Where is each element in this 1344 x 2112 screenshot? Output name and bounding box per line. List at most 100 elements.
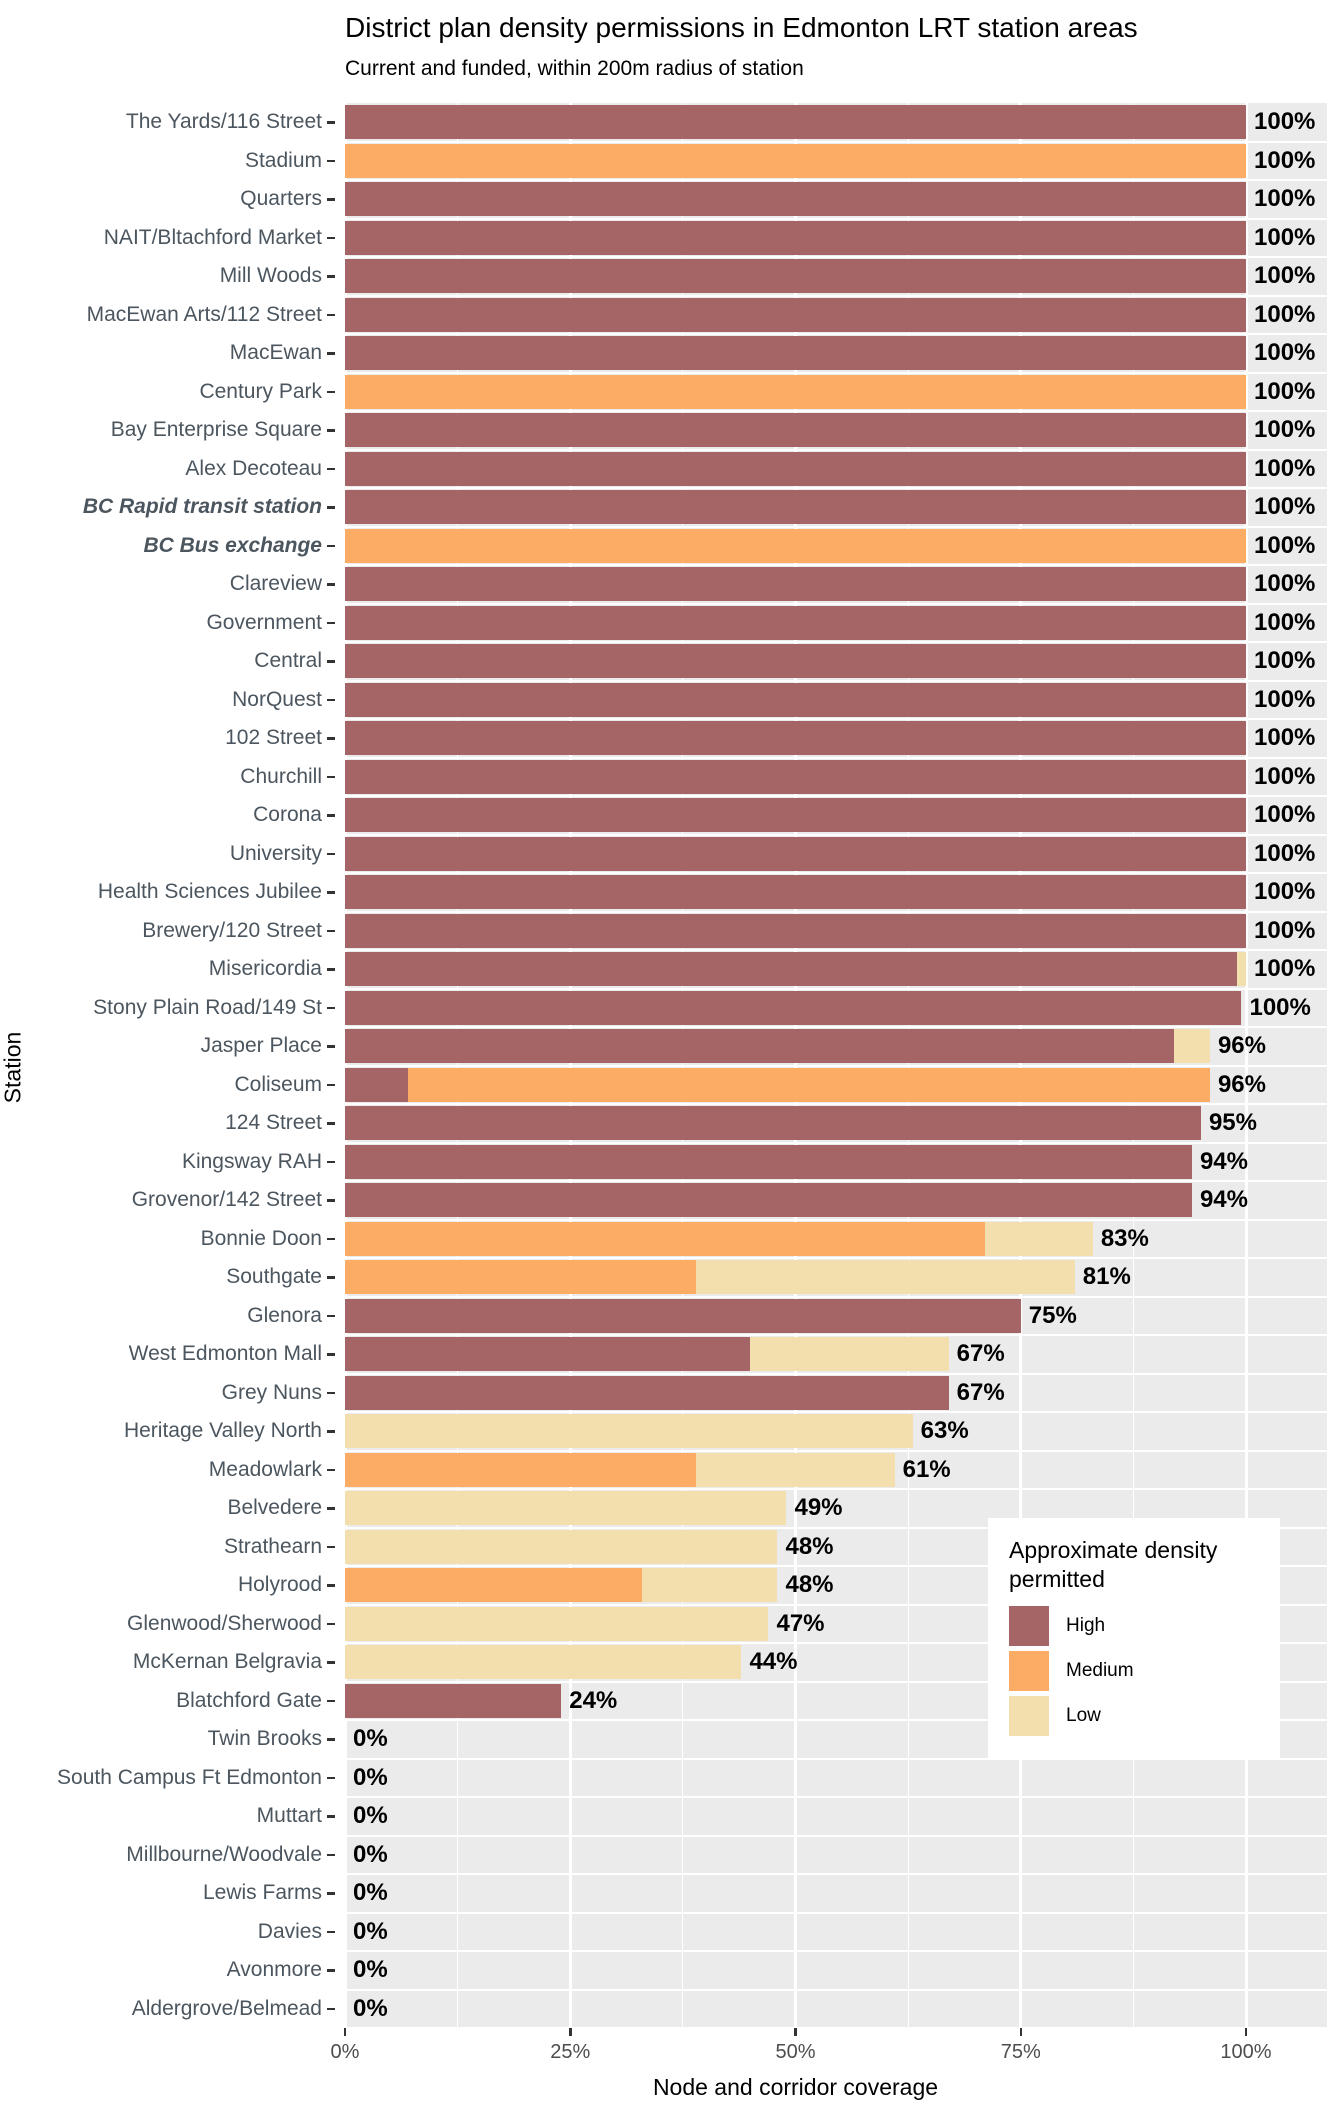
chart-row: 124 Street 95% <box>0 1104 1344 1143</box>
station-label: MacEwan Arts/112 Street <box>86 302 322 326</box>
y-axis-tick <box>327 1314 335 1317</box>
station-label: Brewery/120 Street <box>142 918 322 942</box>
station-label: Stony Plain Road/149 St <box>93 995 322 1019</box>
station-label: Southgate <box>226 1265 322 1289</box>
y-axis-tick <box>327 159 335 162</box>
bar-value-label: 100% <box>1254 762 1316 790</box>
bar-segment-medium <box>345 1260 697 1295</box>
bar-track: 100% <box>345 721 1344 756</box>
station-label: Bay Enterprise Square <box>110 418 322 442</box>
bar-track: 0% <box>345 1722 1344 1756</box>
chart-row: Grovenor/142 Street 94% <box>0 1181 1344 1220</box>
chart-row: Bay Enterprise Square 100% <box>0 411 1344 450</box>
bar-segment-high <box>345 644 1246 679</box>
bar-track: 100% <box>345 336 1344 371</box>
chart-row: The Yards/116 Street 100% <box>0 103 1344 142</box>
station-label: Belvedere <box>227 1496 322 1520</box>
chart-row: Lewis Farms 0% <box>0 1874 1344 1913</box>
chart-row: Health Sciences Jubilee 100% <box>0 873 1344 912</box>
y-axis-tick <box>327 467 335 470</box>
bar-value-label: 49% <box>794 1494 843 1522</box>
y-axis-tick <box>327 121 335 124</box>
legend-item: Low <box>1009 1695 1280 1736</box>
station-label: Corona <box>253 803 322 827</box>
station-label: Glenwood/Sherwood <box>127 1611 322 1635</box>
station-label: Davies <box>257 1919 322 1943</box>
bar-track: 100% <box>345 490 1344 525</box>
y-axis-tick <box>327 1468 335 1471</box>
bar-value-label: 0% <box>353 1840 388 1868</box>
y-axis-tick <box>327 1661 335 1664</box>
station-label: Bonnie Doon <box>200 1226 322 1250</box>
chart-row: Corona 100% <box>0 796 1344 835</box>
chart-row: Glenwood/Sherwood 47% <box>0 1605 1344 1644</box>
bar-segment-high <box>345 336 1246 371</box>
bar-value-label: 100% <box>1253 955 1316 983</box>
bar-value-label: 100% <box>1254 108 1316 136</box>
bar-segment-low <box>696 1260 1075 1295</box>
station-label: Central <box>254 649 322 673</box>
bar-segment-high <box>345 721 1246 756</box>
bar-track: 100% <box>345 605 1344 640</box>
chart-row: Southgate 81% <box>0 1258 1344 1297</box>
y-axis-tick <box>327 1699 335 1702</box>
bar-track: 48% <box>345 1529 1344 1564</box>
bar-track: 24% <box>345 1683 1344 1718</box>
y-axis-title: Station <box>0 1031 26 1104</box>
y-axis-tick <box>327 775 335 778</box>
bar-value-label: 0% <box>353 1725 388 1753</box>
bar-segment-high <box>345 605 1246 640</box>
station-label: Avonmore <box>226 1958 322 1982</box>
y-axis-tick <box>327 1853 335 1856</box>
bar-segment-high <box>345 1106 1201 1141</box>
bar-value-label: 100% <box>1254 531 1316 559</box>
chart-row: Jasper Place 96% <box>0 1027 1344 1066</box>
bar-track: 100% <box>345 952 1344 987</box>
bar-value-label: 0% <box>353 1802 388 1830</box>
y-axis-tick <box>327 198 335 201</box>
bar-segment-high <box>345 1298 1021 1333</box>
bar-segment-low <box>984 1221 1093 1256</box>
chart-row: Aldergrove/Belmead 0% <box>0 1990 1344 2029</box>
chart-row: MacEwan 100% <box>0 334 1344 373</box>
bar-track: 44% <box>345 1645 1344 1680</box>
chart-row: Millbourne/Woodvale 0% <box>0 1836 1344 1875</box>
bar-segment-high <box>345 105 1246 140</box>
bar-track: 0% <box>345 1992 1344 2026</box>
bar-track: 67% <box>345 1375 1344 1410</box>
bar-segment-medium <box>345 528 1246 563</box>
chart-row: Stony Plain Road/149 St 100% <box>0 989 1344 1028</box>
legend-item: High <box>1009 1605 1280 1646</box>
station-label: McKernan Belgravia <box>132 1650 322 1674</box>
chart-row: University 100% <box>0 835 1344 874</box>
chart-row: Coliseum 96% <box>0 1066 1344 1105</box>
x-axis-tick <box>794 2028 797 2036</box>
bar-value-label: 63% <box>920 1417 969 1445</box>
station-label: University <box>229 841 322 865</box>
chart-row: Bonnie Doon 83% <box>0 1220 1344 1259</box>
y-axis-tick <box>327 1738 335 1741</box>
bar-value-label: 100% <box>1254 916 1316 944</box>
chart-row: Century Park 100% <box>0 373 1344 412</box>
chart-row: Clareview 100% <box>0 565 1344 604</box>
chart-row: Davies 0% <box>0 1913 1344 1952</box>
bar-track: 100% <box>345 374 1344 409</box>
y-axis-tick <box>327 1045 335 1048</box>
bar-track: 100% <box>345 143 1344 178</box>
station-label: Mill Woods <box>219 264 322 288</box>
bar-value-label: 44% <box>749 1648 798 1676</box>
y-axis-tick <box>327 1237 335 1240</box>
y-axis-tick <box>327 1430 335 1433</box>
x-tick-label: 100% <box>1220 2041 1272 2063</box>
bar-value-label: 95% <box>1208 1109 1257 1137</box>
bar-value-label: 100% <box>1254 300 1316 328</box>
chart-row: BC Rapid transit station 100% <box>0 488 1344 527</box>
station-label: Coliseum <box>234 1072 322 1096</box>
legend-swatch-low <box>1009 1695 1049 1736</box>
chart-row: South Campus Ft Edmonton 0% <box>0 1759 1344 1798</box>
station-label: Government <box>206 610 322 634</box>
bar-value-label: 75% <box>1028 1301 1077 1329</box>
legend-item-label: Medium <box>1066 1659 1134 1681</box>
bar-segment-medium <box>408 1067 1210 1102</box>
bar-segment-high <box>345 259 1246 294</box>
